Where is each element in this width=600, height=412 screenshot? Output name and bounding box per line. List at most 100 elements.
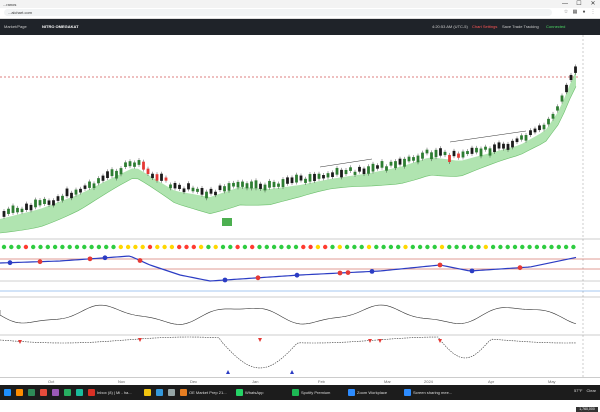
taskbar: Inbox (8) | Mi - ha... OE Market Prep 21.… — [0, 385, 600, 400]
candle — [268, 180, 271, 188]
app-icon — [28, 389, 35, 396]
price-chart-svg[interactable] — [0, 35, 600, 377]
candle — [236, 181, 240, 188]
taskbar-app-15[interactable]: Screen sharing mee... — [404, 388, 452, 397]
candle — [124, 162, 127, 168]
signal-dot — [483, 244, 488, 250]
candlesticks — [2, 64, 577, 219]
close-button[interactable]: ✕ — [590, 1, 596, 7]
signal-dot — [381, 244, 386, 250]
taskbar-app-12[interactable]: WhatsApp — [236, 388, 263, 397]
candle — [137, 160, 141, 165]
signal-dot — [374, 244, 379, 250]
candle — [425, 149, 429, 154]
market-page-link[interactable]: Market/Page — [4, 24, 27, 29]
signal-dot — [293, 244, 299, 250]
signal-dot — [82, 244, 87, 250]
trend-cloud-edge — [0, 86, 577, 234]
profile-icon[interactable]: ● — [582, 9, 586, 15]
signal-dot — [315, 244, 321, 250]
signal-dot — [490, 244, 496, 250]
candle — [349, 167, 352, 171]
oscillator-dot — [294, 272, 300, 278]
taskbar-app-label: Spotify Premium — [301, 390, 331, 395]
taskbar-app-3[interactable] — [40, 388, 47, 397]
candle — [232, 182, 235, 187]
app-icon — [292, 389, 299, 396]
candle — [569, 74, 573, 81]
taskbar-app-0[interactable] — [4, 388, 11, 397]
signal-dot — [125, 244, 131, 250]
menu-icon[interactable]: ⋮ — [590, 9, 596, 15]
candle — [74, 189, 78, 195]
app-icon — [4, 389, 11, 396]
candle — [29, 204, 33, 211]
taskbar-app-label: Zoom Workplace — [357, 390, 388, 395]
taskbar-app-6[interactable] — [76, 388, 83, 397]
candle — [538, 125, 541, 131]
candle — [497, 142, 501, 149]
candle — [484, 146, 487, 150]
taskbar-app-14[interactable]: Zoom Workplace — [348, 388, 387, 397]
x-tick: Feb — [318, 379, 325, 384]
signal-dot — [206, 244, 211, 250]
signal-dot — [476, 244, 481, 250]
candle — [290, 177, 294, 184]
x-tick: Nov — [118, 379, 126, 384]
taskbar-app-2[interactable] — [28, 388, 35, 397]
taskbar-app-7[interactable]: Inbox (8) | Mi - ha... — [88, 388, 132, 397]
signal-dot — [512, 244, 518, 250]
strategy-name[interactable]: NITRO OMEGAKAT — [42, 24, 79, 29]
maximize-button[interactable]: ☐ — [576, 1, 582, 7]
taskbar-app-9[interactable] — [156, 388, 163, 397]
candle — [47, 200, 51, 205]
candle — [205, 191, 208, 199]
candle — [371, 163, 375, 172]
chart-area[interactable]: 1,760,000 — [0, 35, 600, 412]
save-trade-tracking-link[interactable]: Save Trade Tracking — [502, 24, 539, 29]
app-icon — [236, 389, 243, 396]
taskbar-app-8[interactable] — [144, 388, 151, 397]
candle — [227, 183, 231, 191]
minimize-button[interactable]: — — [562, 1, 568, 7]
taskbar-app-5[interactable] — [64, 388, 71, 397]
oscillator-dot — [137, 258, 143, 263]
taskbar-app-11[interactable]: OE Market Prep 21... — [180, 388, 227, 397]
candle — [367, 166, 370, 174]
candle — [430, 152, 433, 160]
app-header: Market/Page NITRO OMEGAKAT 4:20:53 AM (U… — [0, 19, 600, 35]
candle — [515, 138, 519, 143]
app-icon — [404, 389, 411, 396]
browser-icons: ☆ ▦ ● ⋮ — [563, 9, 596, 16]
taskbar-app-1[interactable] — [16, 388, 23, 397]
taskbar-app-13[interactable]: Spotify Premium — [292, 388, 330, 397]
signal-dot — [549, 244, 554, 250]
signal-dot — [177, 244, 182, 250]
candle — [488, 148, 492, 156]
oscillator-dot — [255, 275, 261, 281]
candle — [245, 183, 249, 189]
candle — [151, 173, 154, 179]
chart-settings-link[interactable]: Chart Settings — [472, 24, 498, 29]
address-bar[interactable]: ...alchart.com — [4, 9, 552, 16]
candle — [209, 188, 213, 194]
candle — [250, 181, 253, 189]
window-title: ...ranos — [3, 1, 17, 7]
extension-icon[interactable]: ▦ — [572, 9, 578, 15]
candle — [470, 147, 474, 154]
star-icon[interactable]: ☆ — [563, 9, 569, 15]
candle — [191, 187, 195, 192]
trend-cloud — [0, 71, 576, 233]
taskbar-app-10[interactable] — [168, 388, 175, 397]
signal-dot — [410, 244, 415, 250]
arrow-markers — [18, 338, 442, 374]
signal-dot — [191, 244, 196, 250]
taskbar-app-4[interactable] — [52, 388, 59, 397]
signal-dot — [155, 244, 160, 250]
oscillator-dot — [369, 269, 375, 274]
candle — [88, 181, 91, 188]
candle — [56, 196, 60, 201]
candle — [146, 168, 150, 174]
signal-dot — [417, 244, 423, 250]
signal-dot — [228, 244, 233, 250]
